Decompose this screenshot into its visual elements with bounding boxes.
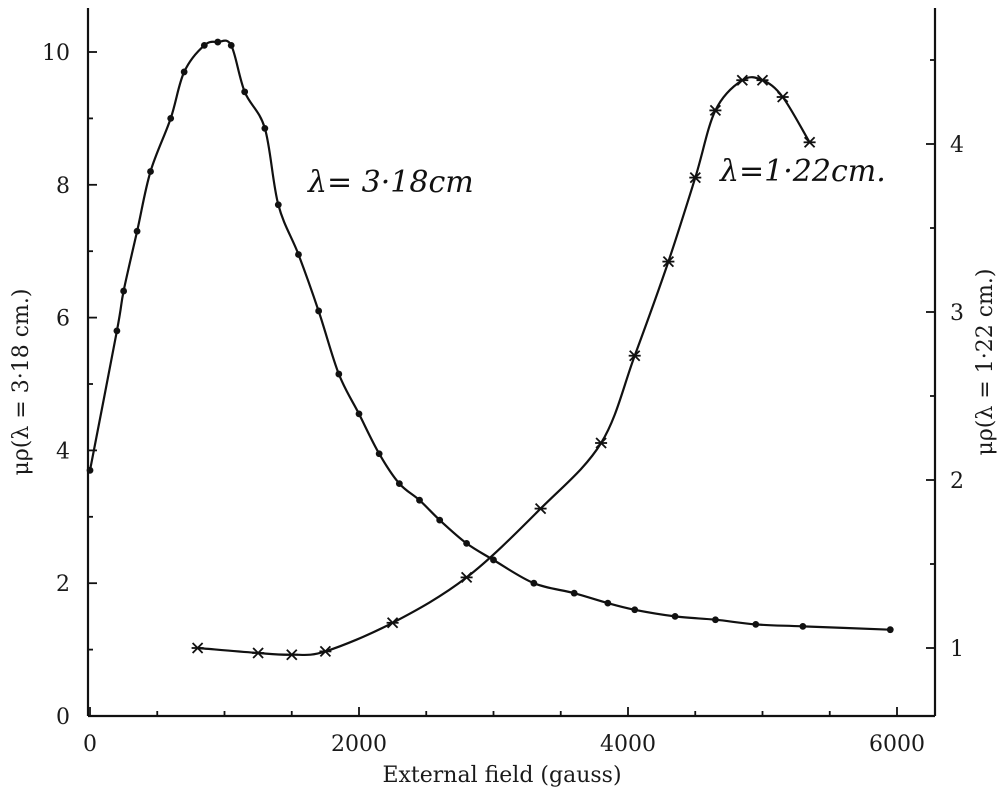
data-point-dot <box>355 410 363 418</box>
data-point-dot <box>752 620 760 628</box>
data-point-dot <box>241 88 249 96</box>
series-line-1 <box>197 76 811 657</box>
data-point-dot <box>463 539 470 547</box>
data-point-dot <box>147 168 154 175</box>
data-point-dot <box>604 599 612 607</box>
y-right-tick-label: 4 <box>950 133 964 158</box>
y-right-tick-label: 2 <box>950 469 964 494</box>
x-axis-title: External field (gauss) <box>382 763 621 788</box>
data-point-star <box>803 136 816 148</box>
data-point-dot <box>671 613 679 620</box>
y-left-tick-label: 10 <box>42 41 70 66</box>
y-left-tick-label: 4 <box>56 439 70 464</box>
x-tick-label: 6000 <box>869 732 925 757</box>
data-point-dot <box>315 307 323 315</box>
axes <box>86 8 937 718</box>
data-point-dot <box>886 626 894 634</box>
data-point-dot <box>133 227 141 235</box>
y-left-tick-label: 8 <box>56 174 70 199</box>
data-point-dot <box>167 115 175 122</box>
data-point-star <box>709 104 722 117</box>
data-point-star <box>319 645 332 658</box>
data-point-dot <box>395 480 403 487</box>
data-point-dot <box>86 466 94 474</box>
data-point-dot <box>712 616 719 624</box>
series-label-1-22cm: λ=1·22cm. <box>719 154 886 189</box>
data-point-star <box>776 91 789 103</box>
data-point-dot <box>295 251 302 258</box>
y-axis-right-title: μρ(λ = 1·22 cm.) <box>973 269 998 456</box>
data-point-star <box>756 74 769 86</box>
y-left-tick-label: 6 <box>56 307 70 332</box>
data-point-dot <box>214 38 222 46</box>
x-tick-label: 2000 <box>331 732 387 757</box>
data-point-dot <box>180 68 188 76</box>
y-right-tick-label: 3 <box>950 301 964 326</box>
data-point-dot <box>274 201 282 209</box>
data-point-dot <box>490 556 497 564</box>
data-point-dot <box>200 41 208 49</box>
data-point-star <box>595 437 608 449</box>
data-point-star <box>628 350 641 362</box>
data-point-dot <box>335 370 343 378</box>
x-tick-label: 4000 <box>600 732 656 757</box>
series-line-0 <box>88 39 891 631</box>
series-lines <box>88 39 891 657</box>
x-tick-label: 0 <box>83 732 97 757</box>
data-point-dot <box>436 516 444 524</box>
y-left-tick-label: 2 <box>56 572 70 597</box>
y-axis-left-title: μρ(λ = 3·18 cm.) <box>9 289 34 476</box>
data-point-dot <box>570 589 578 597</box>
data-point-star <box>386 617 399 629</box>
data-point-star <box>689 171 702 184</box>
y-left-tick-label: 0 <box>56 705 70 730</box>
data-point-star <box>662 255 675 268</box>
series-label-3-18cm: λ= 3·18cm <box>307 165 474 200</box>
data-point-dot <box>120 287 128 295</box>
data-point-star <box>252 647 265 659</box>
data-point-dot <box>261 124 269 132</box>
data-point-star <box>534 502 547 515</box>
data-point-star <box>736 74 749 86</box>
labels: External field (gauss) μρ(λ = 3·18 cm.) … <box>9 154 998 788</box>
y-right-tick-label: 1 <box>950 637 964 662</box>
data-point-dot <box>375 450 383 458</box>
series-markers <box>86 38 894 661</box>
data-point-dot <box>113 327 121 335</box>
data-point-star <box>285 649 298 661</box>
data-point-dot <box>530 579 538 587</box>
data-point-star <box>460 571 473 584</box>
data-point-dot <box>631 606 639 614</box>
data-point-star <box>191 642 204 654</box>
data-point-dot <box>799 622 807 630</box>
data-point-dot <box>227 41 235 49</box>
data-point-dot <box>416 496 423 504</box>
